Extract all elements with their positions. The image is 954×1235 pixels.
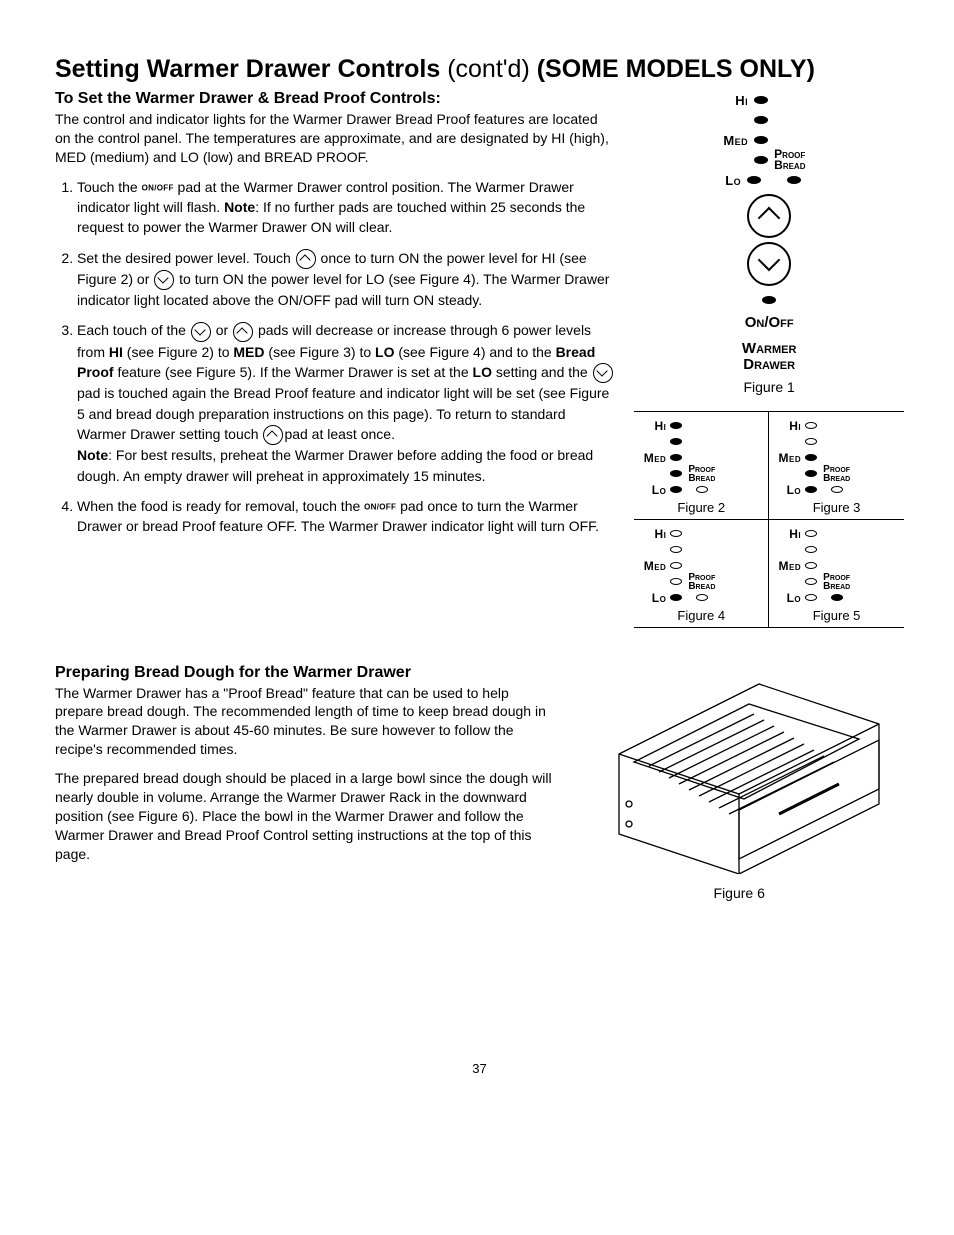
page-title: Setting Warmer Drawer Controls (cont'd) …: [55, 55, 904, 84]
lo-bold-2: LO: [473, 364, 492, 380]
figure-2-caption: Figure 2: [638, 500, 764, 515]
indicator-dot: [754, 156, 768, 164]
drawer-illustration: [579, 644, 899, 874]
figure-2-cell: HiMedProofBreadLo Figure 2: [634, 412, 769, 520]
paragraph-2: The Warmer Drawer has a "Proof Bread" fe…: [55, 684, 554, 760]
step-3-text-a: Each touch of the: [77, 322, 190, 338]
figure-5-cell: HiMedProofBreadLo Figure 5: [769, 520, 904, 628]
up-arrow-icon: [233, 322, 253, 342]
indicator-dot: [754, 136, 768, 144]
down-arrow-icon: [154, 270, 174, 290]
figure-3-cell: HiMedProofBreadLo Figure 3: [769, 412, 904, 520]
onoff-caption: On/Off: [634, 314, 904, 331]
step-3-text-e: (see Figure 3) to: [265, 344, 376, 360]
up-arrow-icon: [296, 249, 316, 269]
step-3-text-h: setting and the: [492, 364, 592, 380]
figure-3-caption: Figure 3: [773, 500, 900, 515]
figure-5-caption: Figure 5: [773, 608, 900, 623]
figure-4-cell: HiMedProofBreadLo Figure 4: [634, 520, 769, 628]
title-part3: (SOME MODELS ONLY): [537, 55, 815, 83]
warmer-drawer-caption: WarmerDrawer: [634, 341, 904, 373]
title-part2: (cont'd): [447, 55, 537, 83]
step-1-text-a: Touch the: [77, 179, 142, 195]
indicator-dot: [754, 96, 768, 104]
step-3-text-g: feature (see Figure 5). If the Warmer Dr…: [114, 364, 473, 380]
title-part1: Setting Warmer Drawer Controls: [55, 55, 447, 83]
figures-grid: HiMedProofBreadLo Figure 2 HiMedProofBre…: [634, 411, 904, 628]
step-2-text-a: Set the desired power level. Touch: [77, 250, 295, 266]
step-3-text-f: (see Figure 4) and to the: [394, 344, 555, 360]
med-bold: MED: [233, 344, 264, 360]
page-number: 37: [55, 1061, 904, 1076]
step-1: Touch the ON/OFF pad at the Warmer Drawe…: [77, 177, 614, 238]
hi-label: Hi: [714, 93, 748, 108]
step-3-text-b: or: [212, 322, 232, 338]
up-arrow-icon: [263, 425, 283, 445]
lo-bold: LO: [375, 344, 394, 360]
figure-1-caption: Figure 1: [634, 379, 904, 395]
med-label: Med: [714, 133, 748, 148]
indicator-dot: [754, 116, 768, 124]
paragraph-3: The prepared bread dough should be place…: [55, 769, 554, 863]
figure-1-panel: Hi Med ProofBread Lo On/Off WarmerDrawer…: [634, 90, 904, 395]
lo-label: Lo: [707, 173, 741, 188]
up-button-icon: [747, 194, 791, 238]
step-2: Set the desired power level. Touch once …: [77, 248, 614, 311]
onoff-pad-icon: ON/OFF: [142, 183, 174, 192]
indicator-dot: [787, 176, 801, 184]
step-3-note: : For best results, preheat the Warmer D…: [77, 447, 593, 483]
figure-6-caption: Figure 6: [574, 885, 904, 901]
subhead-preparing: Preparing Bread Dough for the Warmer Dra…: [55, 664, 554, 682]
onoff-pad-icon: ON/OFF: [364, 502, 396, 511]
step-3-text-d: (see Figure 2) to: [123, 344, 234, 360]
bread-label: Bread: [774, 158, 805, 172]
down-arrow-icon: [593, 363, 613, 383]
down-arrow-icon: [191, 322, 211, 342]
down-button-icon: [747, 242, 791, 286]
note-label-2: Note: [77, 447, 108, 463]
step-4: When the food is ready for removal, touc…: [77, 496, 614, 537]
intro-paragraph: The control and indicator lights for the…: [55, 110, 614, 167]
step-3-text-j: pad at least once.: [284, 426, 395, 442]
figure-4-caption: Figure 4: [638, 608, 764, 623]
indicator-dot: [762, 296, 776, 304]
steps-list: Touch the ON/OFF pad at the Warmer Drawe…: [55, 177, 614, 537]
hi-bold: HI: [109, 344, 123, 360]
step-4-text-a: When the food is ready for removal, touc…: [77, 498, 364, 514]
step-3: Each touch of the or pads will decrease …: [77, 320, 614, 485]
section-subhead: To Set the Warmer Drawer & Bread Proof C…: [55, 90, 614, 108]
indicator-dot: [747, 176, 761, 184]
note-label: Note: [224, 199, 255, 215]
